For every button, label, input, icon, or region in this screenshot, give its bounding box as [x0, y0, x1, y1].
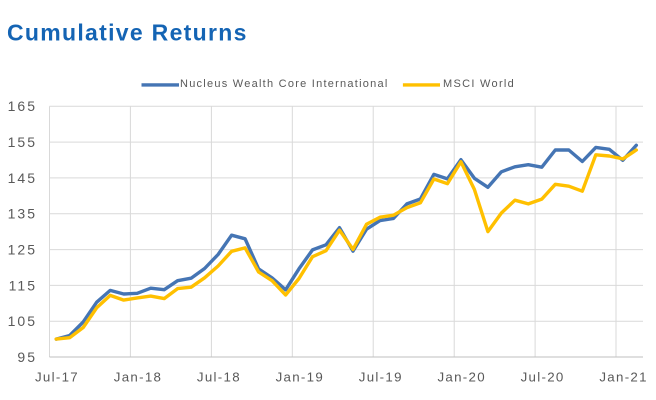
svg-text:155: 155: [8, 134, 37, 150]
svg-text:Jul-20: Jul-20: [521, 370, 565, 385]
svg-text:Jul-19: Jul-19: [359, 370, 403, 385]
svg-text:Cumulative Returns: Cumulative Returns: [7, 20, 248, 46]
svg-text:165: 165: [8, 98, 37, 114]
svg-text:95: 95: [17, 349, 37, 365]
svg-text:Jan-21: Jan-21: [599, 370, 647, 385]
svg-text:125: 125: [8, 242, 37, 258]
svg-text:Jul-17: Jul-17: [35, 370, 79, 385]
svg-text:Jan-18: Jan-18: [114, 370, 162, 385]
svg-text:Nucleus Wealth Core Internatio: Nucleus Wealth Core International: [180, 78, 389, 90]
svg-text:135: 135: [8, 206, 37, 222]
svg-text:145: 145: [8, 170, 37, 186]
svg-text:105: 105: [8, 313, 37, 329]
svg-text:115: 115: [9, 277, 37, 293]
svg-text:Jan-20: Jan-20: [437, 370, 485, 385]
svg-text:Jan-19: Jan-19: [276, 370, 324, 385]
svg-text:MSCI World: MSCI World: [443, 78, 515, 90]
svg-text:Jul-18: Jul-18: [197, 370, 241, 385]
